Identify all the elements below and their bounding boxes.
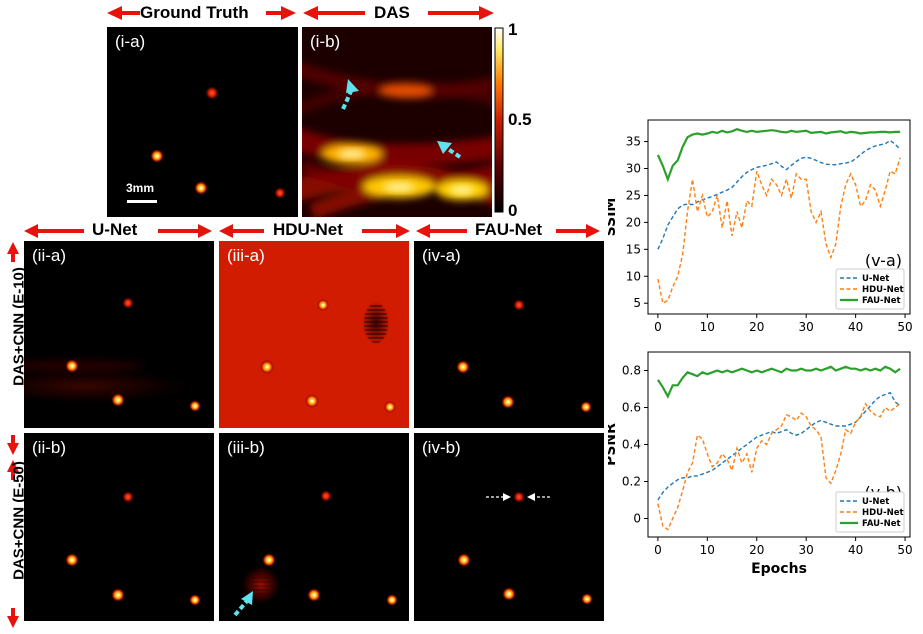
unet-e50-image (65, 491, 201, 606)
plot-frame (647, 119, 911, 315)
cyan-arrow-icon (437, 141, 452, 154)
faunet-e50-image (457, 491, 593, 605)
y-tick-label: 0.6 (622, 401, 641, 415)
y-tick-label: 10 (626, 269, 641, 283)
series-line-u-net (657, 391, 901, 501)
scale-bar-label: 3mm (126, 181, 155, 195)
cyan-arrow-icon (241, 591, 253, 605)
panel-hdunet-e50: (iii-b) (219, 433, 409, 621)
y-tick-label: 0.4 (622, 438, 641, 452)
panel-faunet-e10: (iv-a) (414, 241, 604, 428)
panel-label-iii-b: (iii-b) (227, 438, 265, 457)
x-tick-label: 0 (654, 320, 662, 334)
ground-truth-header-arrow (107, 6, 296, 20)
psnr-chart: 0102030405000.20.40.60.8PSNREpochs(v-b)U… (608, 351, 913, 577)
x-tick-label: 20 (749, 543, 764, 557)
das-header: DAS (374, 3, 410, 22)
panel-label-i-b: (i-b) (310, 32, 341, 51)
legend-label: FAU-Net (862, 519, 901, 529)
ground-truth-header: Ground Truth (140, 3, 249, 22)
series-line-hdu-net (657, 157, 901, 305)
column-header-arrows (24, 224, 600, 238)
y-axis-label: PSNR (608, 423, 619, 466)
series-line-fau-net (656, 365, 901, 399)
chart-panel-label: (v-a) (865, 251, 902, 270)
x-tick-label: 50 (897, 320, 912, 334)
x-tick-label: 0 (654, 543, 662, 557)
panel-unet-e50: (ii-b) (24, 433, 214, 621)
panel-faunet-e50: (iv-b) (414, 433, 604, 621)
ssim-chart: 0 10 20 30 40 50 5 10 15 20 25 30 35 SSIM (v-a) U-NetHD… (608, 119, 913, 334)
y-tick-label: 30 (626, 162, 641, 176)
white-arrow-icon (503, 493, 511, 501)
ground-truth-image (127, 86, 286, 203)
colorbar (494, 27, 504, 213)
series-line-u-net (657, 139, 901, 250)
das-image (302, 27, 492, 217)
faunet-e10-image (456, 299, 592, 413)
x-tick-label: 10 (700, 543, 715, 557)
y-tick-label: 15 (626, 242, 641, 256)
panel-hdunet-e10: (iii-a) (219, 241, 409, 428)
x-tick-label: 40 (848, 543, 863, 557)
x-tick-label: 20 (749, 320, 764, 334)
legend-label: FAU-Net (862, 296, 901, 306)
panel-label-ii-a: (ii-a) (32, 246, 66, 265)
panel-label-iii-a: (iii-a) (227, 246, 265, 265)
panel-ground-truth: (i-a) 3mm (107, 27, 298, 217)
legend-label: U-Net (862, 497, 889, 507)
x-tick-label: 40 (848, 320, 863, 334)
colorbar-tick-mid: 0.5 (508, 110, 532, 129)
panel-label-i-a: (i-a) (115, 32, 146, 51)
scale-bar (127, 200, 157, 203)
das-header-arrow (303, 6, 494, 20)
panel-das: (i-b) (302, 27, 492, 217)
x-tick-label: 50 (897, 543, 912, 557)
panel-label-iv-a: (iv-a) (422, 246, 461, 265)
colorbar-tick-max: 1 (508, 20, 518, 39)
faunet-header: FAU-Net (475, 220, 543, 239)
legend-label: HDU-Net (862, 285, 904, 295)
panel-label-iv-b: (iv-b) (422, 438, 461, 457)
cyan-arrow-icon (346, 79, 359, 93)
legend-label: HDU-Net (862, 508, 904, 518)
panel-label-ii-b: (ii-b) (32, 438, 66, 457)
legend-label: U-Net (862, 274, 889, 284)
hdunet-e50-image (233, 490, 398, 617)
panel-unet-e10: (ii-a) (24, 241, 214, 428)
unet-header: U-Net (92, 220, 138, 239)
hdunet-e10-image (219, 241, 409, 428)
y-tick-label: 5 (633, 296, 641, 310)
unet-e10-image (24, 297, 201, 412)
x-tick-label: 10 (700, 320, 715, 334)
y-tick-label: 20 (626, 215, 641, 229)
x-tick-label: 30 (799, 320, 814, 334)
x-axis-label: Epochs (751, 561, 807, 577)
white-arrow-icon (527, 493, 535, 501)
series-line-fau-net (656, 128, 901, 183)
y-tick-label: 0 (633, 512, 641, 526)
x-tick-label: 30 (799, 543, 814, 557)
y-tick-label: 25 (626, 188, 641, 202)
hdunet-header: HDU-Net (273, 220, 343, 239)
y-axis-label: SSIM (608, 198, 619, 237)
y-tick-label: 0.2 (622, 475, 641, 489)
y-tick-label: 35 (626, 135, 641, 149)
colorbar-tick-min: 0 (508, 201, 518, 220)
row-label-arrows (7, 242, 19, 628)
y-tick-label: 0.8 (622, 364, 641, 378)
